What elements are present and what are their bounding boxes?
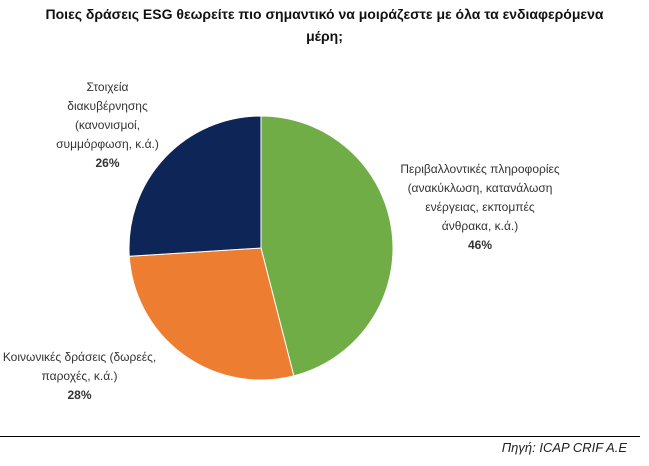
slice-label: Κοινωνικές δράσεις (δωρεές, παροχές, κ.ά… xyxy=(2,348,157,405)
value-label: 46% xyxy=(467,238,493,252)
slice-label: Στοιχεία διακυβέρνησης (κανονισμοί, συμμ… xyxy=(55,78,160,173)
slice-label: Περιβαλλοντικές πληροφορίες (ανακύκλωση,… xyxy=(400,160,560,255)
pie-slice xyxy=(128,115,262,257)
category-label: Περιβαλλοντικές πληροφορίες (ανακύκλωση,… xyxy=(400,162,560,233)
pie-slice xyxy=(128,247,295,381)
value-label: 28% xyxy=(67,388,92,402)
divider xyxy=(0,436,640,437)
chart-title: Ποιες δράσεις ESG θεωρείτε πιο σημαντικό… xyxy=(45,6,604,44)
value-label: 26% xyxy=(95,156,120,170)
category-label: Στοιχεία διακυβέρνησης (κανονισμοί, συμμ… xyxy=(56,80,159,151)
pie-slice xyxy=(260,115,394,377)
category-label: Κοινωνικές δράσεις (δωρεές, παροχές, κ.ά… xyxy=(2,350,157,383)
source: Πηγή: ICAP CRIF A.E xyxy=(501,440,627,455)
